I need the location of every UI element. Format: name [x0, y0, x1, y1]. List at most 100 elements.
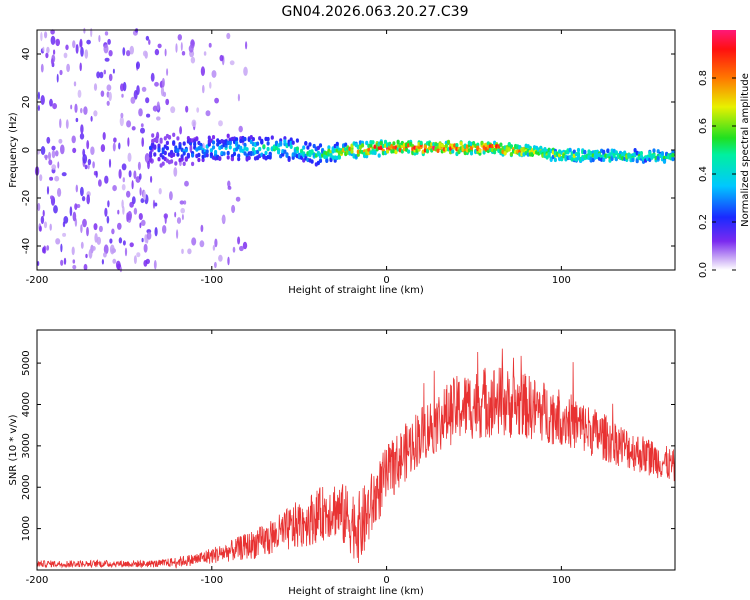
heatmap-noise-blob: [211, 70, 217, 78]
heatmap-ridge-cell: [306, 145, 310, 150]
heatmap-noise-blob: [188, 44, 194, 53]
heatmap-noise-blob: [42, 209, 45, 217]
colorbar-tick-label: 0.6: [698, 118, 709, 134]
heatmap-noise-blob: [118, 169, 122, 179]
heatmap-noise-blob: [57, 187, 62, 197]
heatmap-ridge-cell: [235, 140, 239, 146]
heatmap-noise-blob: [239, 245, 244, 252]
spectrogram-xtick-label: 0: [383, 275, 389, 286]
heatmap-ridge-cell: [191, 161, 195, 167]
heatmap-noise-blob: [48, 159, 53, 166]
spectrogram-xtick-label: -200: [26, 275, 49, 286]
heatmap-ridge-cell: [151, 133, 155, 138]
heatmap-noise-blob: [137, 161, 141, 171]
heatmap-ridge-cell: [270, 135, 274, 140]
heatmap-noise-blob: [39, 174, 43, 182]
heatmap-noise-blob: [108, 158, 112, 168]
heatmap-noise-blob: [126, 120, 132, 128]
heatmap-noise-blob: [154, 227, 158, 237]
heatmap-noise-blob: [127, 210, 132, 221]
heatmap-noise-blob: [179, 126, 183, 135]
heatmap-noise-blob: [104, 207, 108, 217]
heatmap-noise-blob: [133, 170, 137, 179]
heatmap-ridge-cell: [318, 143, 323, 148]
heatmap-noise-blob: [65, 44, 69, 51]
heatmap-noise-blob: [44, 31, 48, 39]
heatmap-ridge-cell: [228, 145, 232, 150]
heatmap-ridge-cell: [205, 153, 209, 158]
heatmap-ridge-cell: [228, 140, 232, 146]
heatmap-ridge-cell: [291, 155, 295, 160]
heatmap-noise-blob: [145, 97, 150, 104]
heatmap-ridge-cell: [182, 141, 186, 146]
heatmap-noise-blob: [77, 89, 82, 98]
heatmap-ridge-cell: [176, 148, 180, 153]
heatmap-noise-blob: [95, 170, 98, 178]
heatmap-noise-blob: [100, 144, 106, 153]
heatmap-ridge-cell: [383, 139, 388, 145]
heatmap-ridge-cell: [373, 150, 377, 156]
heatmap-ridge-cell: [170, 159, 174, 164]
colorbar-label: Normalized spectral amplitude: [740, 73, 750, 227]
heatmap-noise-blob: [72, 211, 77, 222]
heatmap-ridge-cell: [459, 141, 463, 146]
heatmap-noise-blob: [71, 246, 75, 256]
heatmap-ridge-cell: [184, 157, 188, 162]
snr-ytick-label: 3000: [21, 433, 32, 458]
heatmap-noise-blob: [50, 35, 56, 46]
heatmap-noise-blob: [76, 204, 81, 208]
heatmap-noise-blob: [153, 260, 157, 270]
spectrogram-ytick-label: 40: [21, 48, 32, 61]
heatmap-ridge-cell: [157, 148, 161, 153]
heatmap-ridge-cell: [266, 141, 270, 146]
heatmap-noise-blob: [121, 93, 124, 98]
heatmap-noise-blob: [156, 116, 161, 121]
heatmap-noise-blob: [145, 35, 150, 41]
heatmap-ridge-cell: [193, 142, 197, 147]
heatmap-noise-blob: [39, 225, 42, 232]
heatmap-noise-blob: [70, 104, 73, 110]
heatmap-noise-blob: [141, 86, 147, 92]
heatmap-noise-blob: [218, 120, 223, 127]
heatmap-ridge-cell: [176, 152, 180, 157]
heatmap-ridge-cell: [195, 136, 199, 142]
heatmap-noise-blob: [209, 81, 212, 89]
heatmap-ridge-cell: [568, 147, 572, 153]
heatmap-ridge-cell: [576, 154, 581, 159]
heatmap-ridge-cell: [283, 136, 287, 141]
heatmap-ridge-cell: [572, 149, 576, 154]
heatmap-ridge-cell: [509, 144, 513, 149]
heatmap-ridge-cell: [631, 157, 635, 163]
heatmap-noise-blob: [86, 194, 90, 205]
heatmap-ridge-cell: [392, 141, 396, 146]
heatmap-ridge-cell: [230, 156, 234, 162]
heatmap-ridge-cell: [226, 133, 230, 138]
heatmap-noise-blob: [93, 223, 98, 231]
heatmap-ridge-cell: [316, 145, 320, 151]
heatmap-noise-blob: [148, 39, 151, 45]
heatmap-noise-blob: [229, 60, 235, 66]
heatmap-noise-blob: [98, 179, 102, 187]
heatmap-noise-blob: [60, 259, 64, 266]
heatmap-noise-blob: [50, 29, 55, 35]
snr-ticks: -200 -100 0 100 1000 2000 3000 4000 5000: [21, 330, 675, 586]
heatmap-noise-blob: [139, 187, 142, 196]
heatmap-ridge-cell: [266, 146, 270, 152]
heatmap-noise-blob: [177, 34, 182, 41]
snr-ytick-label: 5000: [21, 350, 32, 375]
heatmap-ridge-cell: [232, 151, 237, 157]
heatmap-ridge-cell: [602, 157, 606, 162]
heatmap-noise-blob: [199, 240, 205, 248]
heatmap-noise-blob: [106, 84, 112, 91]
heatmap-ridge-cell: [671, 152, 675, 158]
colorbar-tick-label: 0.8: [698, 70, 709, 86]
heatmap-noise-blob: [56, 73, 59, 83]
heatmap-noise-blob: [37, 202, 41, 212]
heatmap-noise-blob: [191, 237, 197, 246]
heatmap-ridge-cell: [478, 148, 482, 153]
heatmap-noise-blob: [181, 214, 184, 221]
heatmap-ridge-cell: [499, 142, 503, 147]
heatmap-noise-blob: [196, 107, 200, 113]
heatmap-noise-blob: [53, 49, 56, 55]
heatmap-ridge-cell: [451, 149, 455, 154]
